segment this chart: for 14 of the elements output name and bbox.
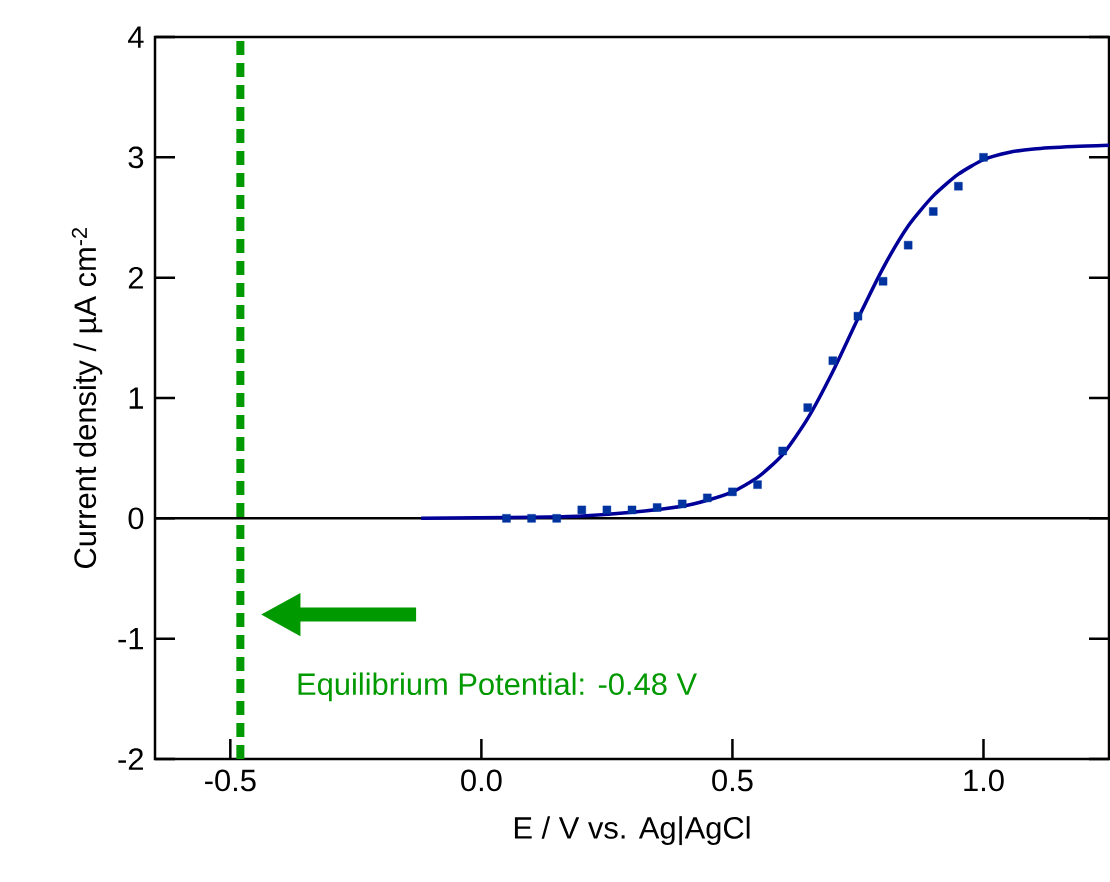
annotation: Equilibrium Potential: -0.48 V [298, 672, 697, 702]
y-axis-title: Current density / µA cm$^{-2}$ [71, 228, 103, 568]
x-tick-label: 1.0 [964, 769, 1004, 792]
x-tick-label: 0.0 [461, 769, 502, 792]
y-tick-label: 1 [129, 387, 143, 409]
y-tick-label: 0 [128, 507, 144, 530]
y-tick-label: -1 [118, 628, 143, 650]
y-tick-label: 3 [128, 146, 144, 169]
y-tick-label: -2 [118, 748, 143, 770]
y-tick-label: 4 [128, 26, 144, 48]
x-axis-title: E / V vs. Ag|AgCl [514, 816, 750, 846]
y-tick-label: 2 [128, 266, 143, 289]
x-tick-label: 0.5 [712, 769, 753, 792]
x-tick-label: -0.5 [205, 769, 256, 792]
